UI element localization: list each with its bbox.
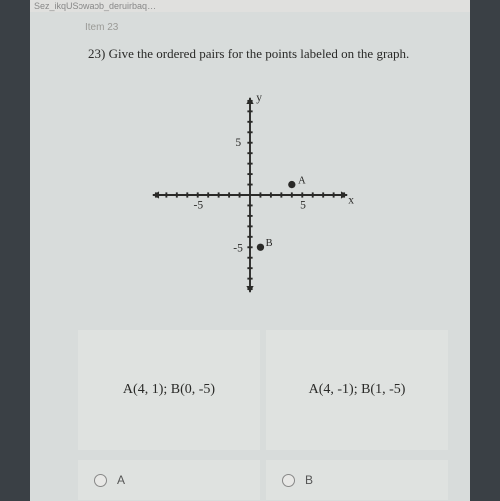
point-a-label: A — [298, 176, 306, 187]
url-fragment: Sez_ikqUSɔwaɔb_deruirbaq… — [30, 0, 470, 12]
x-tick-neg5: -5 — [194, 200, 204, 212]
coordinate-graph: y x -5 5 5 -5 A B — [135, 80, 365, 310]
x-tick-pos5: 5 — [300, 200, 306, 212]
y-tick-pos5: 5 — [235, 137, 241, 149]
radio-option-b[interactable]: B — [266, 460, 448, 500]
radio-circle-icon — [282, 474, 295, 487]
y-tick-neg5: -5 — [233, 242, 243, 254]
x-axis-label: x — [348, 194, 354, 206]
point-a — [288, 181, 295, 188]
question-body: Give the ordered pairs for the points la… — [109, 46, 410, 61]
answer-a-text: A(4, 1); B(0, -5) — [123, 382, 215, 398]
y-axis-label: y — [256, 92, 262, 104]
answer-b-text: A(4, -1); B(1, -5) — [309, 382, 406, 398]
radio-circle-icon — [94, 474, 107, 487]
point-b — [257, 244, 264, 251]
answer-option-a[interactable]: A(4, 1); B(0, -5) — [78, 330, 260, 450]
radio-b-label: B — [305, 473, 313, 487]
answer-option-b[interactable]: A(4, -1); B(1, -5) — [266, 330, 448, 450]
item-label: Item 23 — [85, 22, 118, 33]
radio-option-a[interactable]: A — [78, 460, 260, 500]
question-text: 23) Give the ordered pairs for the point… — [88, 46, 409, 62]
radio-row: A B — [78, 460, 448, 500]
question-number: 23) — [88, 46, 105, 61]
radio-a-label: A — [117, 473, 125, 487]
point-b-label: B — [266, 238, 273, 249]
quiz-screen: Sez_ikqUSɔwaɔb_deruirbaq… Item 23 23) Gi… — [30, 0, 470, 501]
